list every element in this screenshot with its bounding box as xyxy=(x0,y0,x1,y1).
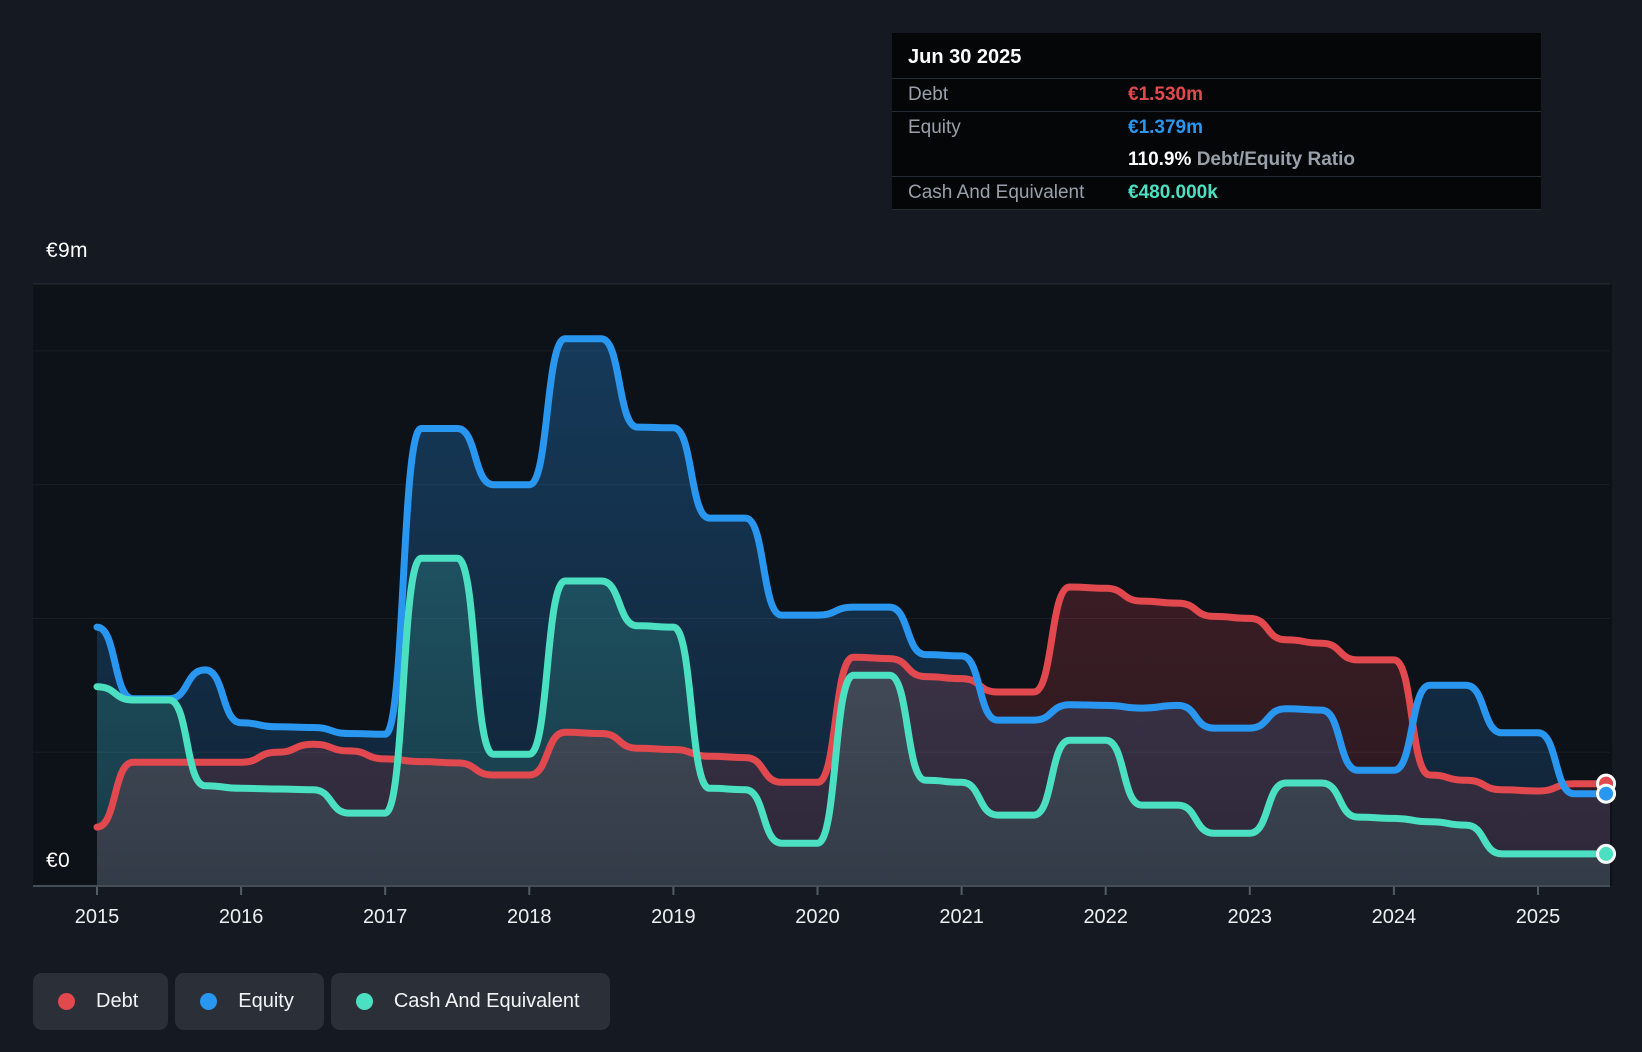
x-axis-label-2020: 2020 xyxy=(795,906,840,928)
debt-area xyxy=(97,587,1610,886)
tooltip-debt-value: €1.530m xyxy=(1128,84,1204,105)
tooltip-ratio-label: Debt/Equity Ratio xyxy=(1196,149,1356,170)
legend-item-equity[interactable]: Equity xyxy=(175,973,324,1030)
x-axis-label-2024: 2024 xyxy=(1371,906,1417,928)
legend-label: Cash And Equivalent xyxy=(393,990,580,1012)
legend-label: Equity xyxy=(238,990,294,1012)
tooltip-row-ratio: 110.9% Debt/Equity Ratio xyxy=(892,144,1541,177)
legend-dot-icon xyxy=(355,993,373,1010)
x-axis-label-2017: 2017 xyxy=(362,906,408,928)
cash-and-equivalent-endpoint-marker xyxy=(1596,843,1617,864)
cash-and-equivalent-line xyxy=(93,554,1614,858)
legend-dot-icon xyxy=(200,993,218,1010)
x-axis-label-2016: 2016 xyxy=(218,906,264,928)
equity-line xyxy=(93,335,1614,798)
tooltip-row-cash: Cash And Equivalent €480.000k xyxy=(892,177,1541,210)
legend-item-debt[interactable]: Debt xyxy=(33,973,169,1030)
x-axis-label-2019: 2019 xyxy=(651,906,696,928)
tooltip-cash-value: €480.000k xyxy=(1128,182,1218,203)
x-axis-label-2025: 2025 xyxy=(1515,906,1561,928)
tooltip-ratio: 110.9% Debt/Equity Ratio xyxy=(1128,149,1355,171)
y-axis-label-max: €9m xyxy=(46,239,88,262)
x-axis-label-2022: 2022 xyxy=(1083,906,1128,928)
debt-line xyxy=(93,583,1614,831)
tooltip-debt-label: Debt xyxy=(908,84,949,105)
tooltip-row-debt: Debt €1.530m xyxy=(892,79,1541,112)
tooltip-equity-label: Equity xyxy=(908,117,961,138)
tooltip-date: Jun 30 2025 xyxy=(892,33,1541,79)
x-axis-label-2018: 2018 xyxy=(507,906,552,928)
equity-endpoint-marker xyxy=(1596,783,1617,804)
tooltip-equity-value: €1.379m xyxy=(1128,117,1204,138)
x-axis-label-2015: 2015 xyxy=(74,906,120,928)
legend-dot-icon xyxy=(58,993,75,1010)
tooltip-ratio-value: 110.9% xyxy=(1128,149,1192,170)
x-axis-label-2021: 2021 xyxy=(939,906,984,928)
x-axis-label-2023: 2023 xyxy=(1227,906,1273,928)
tooltip-cash-label: Cash And Equivalent xyxy=(908,182,1085,203)
legend-item-cash-and-equivalent[interactable]: Cash And Equivalent xyxy=(330,973,610,1030)
y-axis-label-zero: €0 xyxy=(46,849,70,872)
legend-label: Debt xyxy=(96,990,139,1012)
tooltip-row-equity: Equity €1.379m xyxy=(892,112,1541,144)
legend: Debt Equity Cash And Equivalent xyxy=(33,973,610,1030)
chart-tooltip: Jun 30 2025 Debt €1.530m Equity €1.379m … xyxy=(892,33,1541,210)
